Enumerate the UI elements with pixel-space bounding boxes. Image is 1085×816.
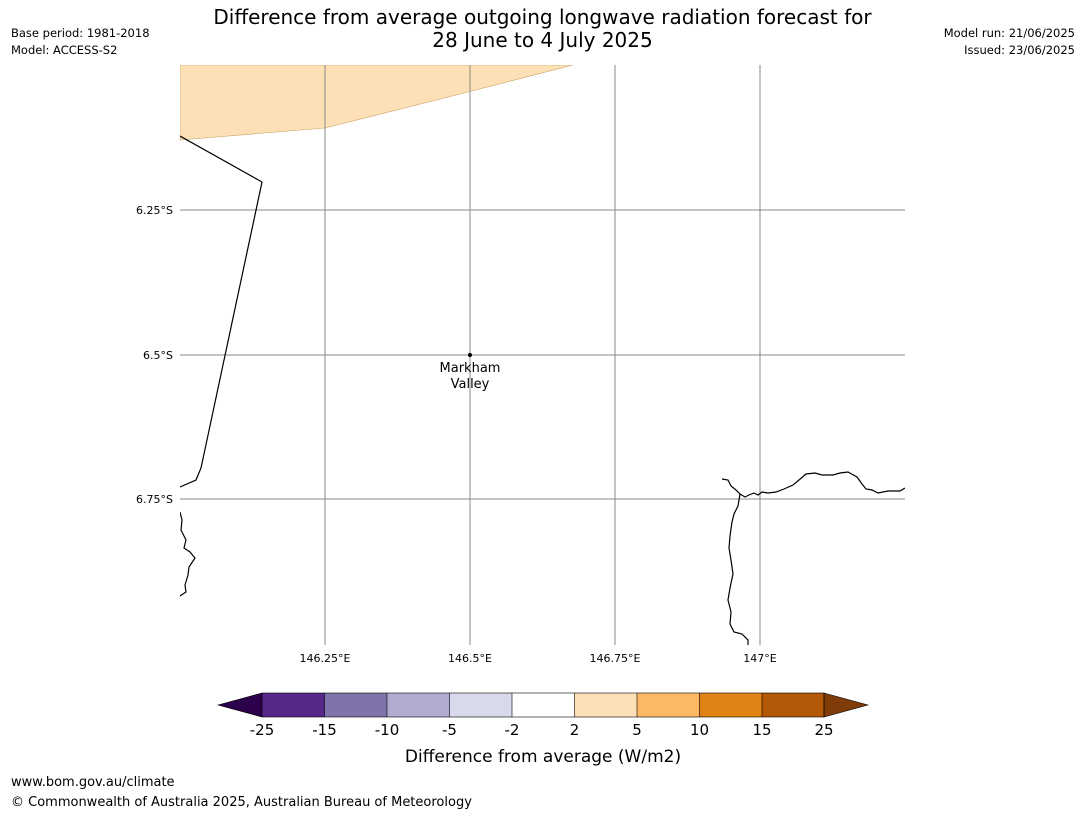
colorbar-segment bbox=[574, 693, 637, 717]
colorbar-tick: -10 bbox=[375, 721, 400, 739]
colorbar-segment bbox=[387, 693, 450, 717]
colorbar-arrow-high bbox=[823, 692, 870, 718]
model-text: Model: ACCESS-S2 bbox=[11, 43, 118, 57]
header-left: Base period: 1981-2018 Model: ACCESS-S2 bbox=[11, 25, 150, 59]
footer-url: www.bom.gov.au/climate bbox=[11, 775, 175, 790]
title-line-1: Difference from average outgoing longwav… bbox=[213, 5, 872, 29]
colorbar-segment bbox=[262, 693, 325, 717]
lon-label: 146.75°E bbox=[590, 652, 641, 665]
base-period-text: Base period: 1981-2018 bbox=[11, 26, 150, 40]
colorbar-tick: 5 bbox=[632, 721, 642, 739]
map-area bbox=[180, 65, 905, 645]
colorbar-tick: -2 bbox=[505, 721, 520, 739]
lon-label: 146.25°E bbox=[300, 652, 351, 665]
colorbar-tick: 15 bbox=[752, 721, 771, 739]
anomaly-region-fill bbox=[180, 65, 574, 141]
colorbar: -25 -15 -10 -5 -2 2 5 10 15 25 Differenc… bbox=[216, 692, 870, 767]
place-marker bbox=[468, 353, 472, 357]
lon-label: 147°E bbox=[743, 652, 776, 665]
lat-label: 6.25°S bbox=[136, 204, 173, 217]
colorbar-tick: 25 bbox=[814, 721, 833, 739]
colorbar-tick: -25 bbox=[250, 721, 275, 739]
lon-label: 146.5°E bbox=[448, 652, 492, 665]
colorbar-tick: -15 bbox=[312, 721, 337, 739]
colorbar-label: Difference from average (W/m2) bbox=[405, 747, 681, 767]
colorbar-segment bbox=[449, 693, 512, 717]
place-name-line-1: Markham bbox=[440, 361, 501, 376]
lat-label: 6.75°S bbox=[136, 493, 173, 506]
page-title: Difference from average outgoing longwav… bbox=[0, 6, 1085, 52]
colorbar-segment bbox=[512, 693, 575, 717]
title-line-2: 28 June to 4 July 2025 bbox=[432, 28, 653, 52]
colorbar-segment bbox=[699, 693, 762, 717]
footer-copyright: © Commonwealth of Australia 2025, Austra… bbox=[11, 795, 472, 810]
colorbar-segment bbox=[637, 693, 700, 717]
lat-label: 6.5°S bbox=[143, 349, 173, 362]
colorbar-tick: -5 bbox=[442, 721, 457, 739]
colorbar-tick: 2 bbox=[570, 721, 580, 739]
colorbar-arrow-low bbox=[216, 692, 263, 718]
place-name-line-2: Valley bbox=[451, 377, 490, 392]
issued-text: Issued: 23/06/2025 bbox=[964, 43, 1075, 57]
header-right: Model run: 21/06/2025 Issued: 23/06/2025 bbox=[944, 25, 1075, 59]
colorbar-segment bbox=[324, 693, 387, 717]
coastline bbox=[180, 135, 905, 645]
colorbar-tick: 10 bbox=[690, 721, 709, 739]
colorbar-segment bbox=[762, 693, 824, 717]
model-run-text: Model run: 21/06/2025 bbox=[943, 26, 1075, 40]
